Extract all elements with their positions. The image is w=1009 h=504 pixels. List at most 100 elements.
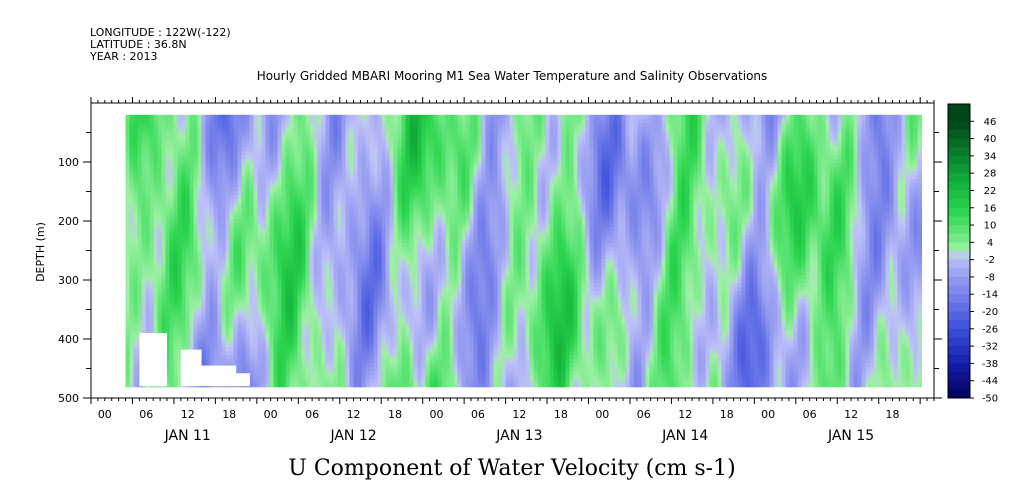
- heatmap-cell: [729, 122, 735, 128]
- heatmap-cell: [821, 130, 827, 136]
- heatmap-cell: [237, 182, 243, 188]
- heatmap-cell: [477, 166, 483, 172]
- heatmap-cell: [137, 178, 143, 184]
- heatmap-cell: [537, 118, 543, 124]
- heatmap-cell: [773, 166, 779, 172]
- heatmap-cell: [893, 158, 899, 164]
- heatmap-cell: [645, 158, 651, 164]
- heatmap-cell: [497, 142, 503, 148]
- heatmap-cell: [729, 210, 735, 216]
- heatmap-cell: [737, 190, 743, 196]
- heatmap-cell: [665, 114, 671, 120]
- heatmap-cell: [405, 146, 411, 152]
- heatmap-cell: [129, 146, 135, 152]
- heatmap-cell: [145, 198, 151, 204]
- heatmap-cell: [637, 154, 643, 160]
- heatmap-cell: [577, 190, 583, 196]
- heatmap-cell: [641, 118, 647, 124]
- heatmap-cell: [469, 158, 475, 164]
- heatmap-cell: [805, 126, 811, 132]
- heatmap-cell: [417, 158, 423, 164]
- heatmap-cell: [193, 162, 199, 168]
- heatmap-cell: [721, 190, 727, 196]
- heatmap-cell: [501, 114, 507, 120]
- heatmap-cell: [137, 134, 143, 140]
- heatmap-cell: [797, 130, 803, 136]
- heatmap-cell: [397, 130, 403, 136]
- heatmap-cell: [249, 206, 255, 212]
- heatmap-cell: [645, 154, 651, 160]
- heatmap-cell: [249, 202, 255, 208]
- heatmap-cell: [309, 166, 315, 172]
- heatmap-cell: [665, 154, 671, 160]
- heatmap-cell: [481, 210, 487, 216]
- heatmap-cell: [773, 114, 779, 120]
- heatmap-cell: [321, 166, 327, 172]
- heatmap-cell: [585, 182, 591, 188]
- heatmap-cell: [713, 182, 719, 188]
- heatmap-cell: [885, 146, 891, 152]
- heatmap-cell: [773, 142, 779, 148]
- heatmap-cell: [905, 182, 911, 188]
- heatmap-cell: [209, 174, 215, 180]
- heatmap-cell: [169, 146, 175, 152]
- heatmap-cell: [905, 202, 911, 208]
- heatmap-cell: [257, 194, 263, 200]
- heatmap-cell: [729, 190, 735, 196]
- heatmap-cell: [421, 166, 427, 172]
- heatmap-cell: [205, 146, 211, 152]
- heatmap-cell: [229, 138, 235, 144]
- heatmap-cell: [517, 174, 523, 180]
- heatmap-cell: [469, 194, 475, 200]
- heatmap-cell: [777, 114, 783, 120]
- heatmap-cell: [373, 142, 379, 148]
- heatmap-cell: [661, 134, 667, 140]
- heatmap-cell: [433, 198, 439, 204]
- heatmap-cell: [833, 130, 839, 136]
- heatmap-cell: [321, 202, 327, 208]
- heatmap-cell: [737, 198, 743, 204]
- heatmap-cell: [813, 190, 819, 196]
- heatmap-cell: [661, 130, 667, 136]
- heatmap-cell: [665, 138, 671, 144]
- heatmap-cell: [253, 194, 259, 200]
- heatmap-cell: [185, 114, 191, 120]
- heatmap-cell: [789, 190, 795, 196]
- heatmap-cell: [357, 170, 363, 176]
- heatmap-cell: [897, 194, 903, 200]
- heatmap-cell: [537, 150, 543, 156]
- heatmap-cell: [425, 198, 431, 204]
- heatmap-cell: [153, 130, 159, 136]
- heatmap-cell: [645, 186, 651, 192]
- heatmap-cell: [581, 150, 587, 156]
- heatmap-cell: [561, 142, 567, 148]
- heatmap-cell: [481, 170, 487, 176]
- heatmap-cell: [205, 154, 211, 160]
- heatmap-cell: [733, 190, 739, 196]
- heatmap-cell: [209, 186, 215, 192]
- heatmap-cell: [917, 122, 923, 128]
- heatmap-cell: [717, 126, 723, 132]
- heatmap-cell: [425, 162, 431, 168]
- heatmap-cell: [621, 130, 627, 136]
- heatmap-cell: [485, 206, 491, 212]
- heatmap-cell: [841, 138, 847, 144]
- heatmap-cell: [537, 190, 543, 196]
- heatmap-cell: [357, 126, 363, 132]
- heatmap-cell: [509, 146, 515, 152]
- heatmap-cell: [693, 186, 699, 192]
- heatmap-cell: [493, 118, 499, 124]
- heatmap-cell: [173, 170, 179, 176]
- heatmap-cell: [681, 170, 687, 176]
- heatmap-cell: [789, 126, 795, 132]
- heatmap-cell: [521, 210, 527, 216]
- heatmap-cell: [829, 174, 835, 180]
- heatmap-cell: [893, 182, 899, 188]
- heatmap-cell: [601, 210, 607, 216]
- heatmap-cell: [377, 114, 383, 120]
- heatmap-cell: [369, 146, 375, 152]
- heatmap-cell: [145, 178, 151, 184]
- heatmap-cell: [397, 146, 403, 152]
- heatmap-cell: [133, 142, 139, 148]
- heatmap-cell: [281, 150, 287, 156]
